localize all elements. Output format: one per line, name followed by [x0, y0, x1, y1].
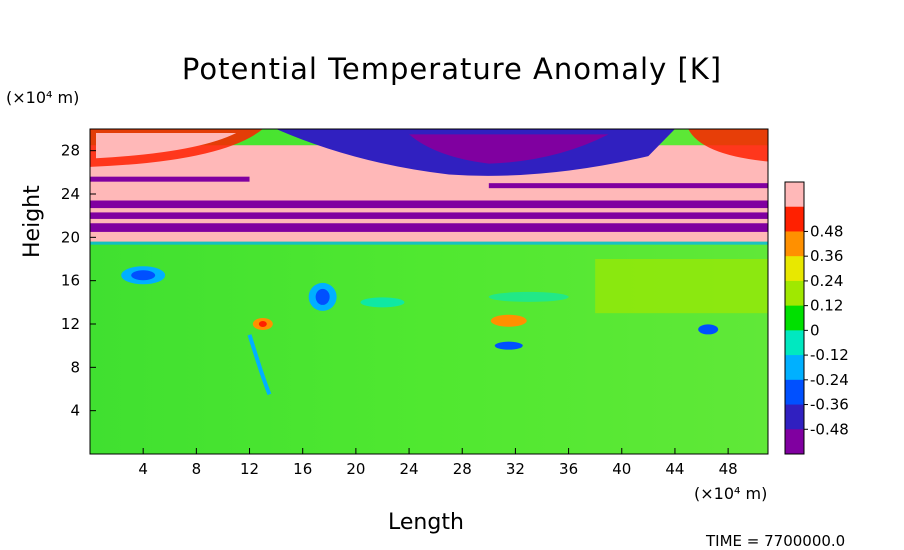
x-tick-label: 44 — [665, 460, 684, 478]
x-tick-label: 48 — [719, 460, 738, 478]
cold-core-west — [131, 270, 156, 281]
y-tick-label: 8 — [70, 358, 80, 376]
colorbar-swatch — [785, 355, 804, 381]
warm-corner-east — [688, 129, 768, 162]
chart-title: Potential Temperature Anomaly [K] — [181, 52, 723, 86]
y-tick-label: 16 — [61, 272, 80, 290]
x-tick-label: 32 — [506, 460, 525, 478]
y-tick-label: 12 — [61, 315, 80, 333]
x-tick-label: 24 — [400, 460, 419, 478]
x-tick-label: 40 — [612, 460, 631, 478]
colorbar-swatch — [785, 231, 804, 257]
warm-corner-west-inner — [96, 133, 237, 159]
x-tick-label: 4 — [138, 460, 148, 478]
heatmap-field — [90, 129, 768, 454]
x-tick-label: 36 — [559, 460, 578, 478]
colorbar-label: -0.48 — [810, 420, 849, 438]
colorbar-label: 0.12 — [810, 297, 843, 315]
colorbar-label: -0.12 — [810, 346, 849, 364]
x-axis-label: Length — [388, 510, 464, 535]
x-tick-label: 16 — [293, 460, 312, 478]
colorbar-swatch — [785, 379, 804, 406]
cold-core-upper — [409, 134, 609, 164]
x-tick-label: 28 — [453, 460, 472, 478]
y-tick-label: 28 — [61, 142, 80, 160]
y-tick-label: 20 — [61, 228, 80, 246]
x-tick-label: 8 — [192, 460, 202, 478]
colorbar-swatch — [785, 330, 804, 356]
cold-blob-31 — [494, 341, 523, 350]
colorbar-label: 0.24 — [810, 272, 843, 290]
colorbar-label: -0.24 — [810, 371, 849, 389]
colorbar-swatch — [785, 305, 804, 331]
y-tick-label: 4 — [70, 402, 80, 420]
cold-stripe-2 — [90, 200, 768, 209]
cool-band-22 — [360, 297, 405, 308]
colorbar-swatch — [785, 206, 804, 232]
cold-stripe-east — [488, 183, 768, 189]
cold-blob-46 — [698, 324, 719, 335]
cold-stripe-west — [90, 176, 250, 182]
x-tick-label: 20 — [346, 460, 365, 478]
warm-core-12 — [258, 321, 267, 327]
cold-stripe-1 — [90, 212, 768, 219]
cold-streak-13 — [247, 334, 272, 396]
colorbar-swatch — [785, 280, 804, 307]
warm-blob-31 — [490, 314, 527, 327]
x-tick-label: 12 — [240, 460, 259, 478]
plot-frame — [89, 128, 769, 455]
cool-band-33 — [488, 291, 569, 302]
x-axis-unit: (×10⁴ m) — [694, 484, 768, 503]
cold-stripe-0 — [90, 223, 768, 232]
colorbar-label: 0.48 — [810, 222, 843, 240]
colorbar-label: 0 — [810, 321, 820, 339]
colorbar-swatch — [785, 182, 804, 208]
y-tick-label: 24 — [61, 185, 80, 203]
colorbar-swatch — [785, 404, 804, 430]
colorbar-swatch — [785, 256, 804, 282]
colorbar-swatch — [785, 429, 804, 455]
y-axis-unit: (×10⁴ m) — [6, 88, 80, 107]
colorbar-frame — [784, 181, 805, 455]
cold-core-center — [315, 288, 330, 305]
warm-patch-east — [595, 259, 768, 314]
colorbar-label: -0.36 — [810, 396, 849, 414]
colorbar: -0.48 -0.36 -0.24 -0.12 0 0.12 0.24 0.36 0.48 — [784, 181, 849, 455]
colorbar-label: 0.36 — [810, 247, 843, 265]
layer-boundary — [90, 241, 768, 245]
